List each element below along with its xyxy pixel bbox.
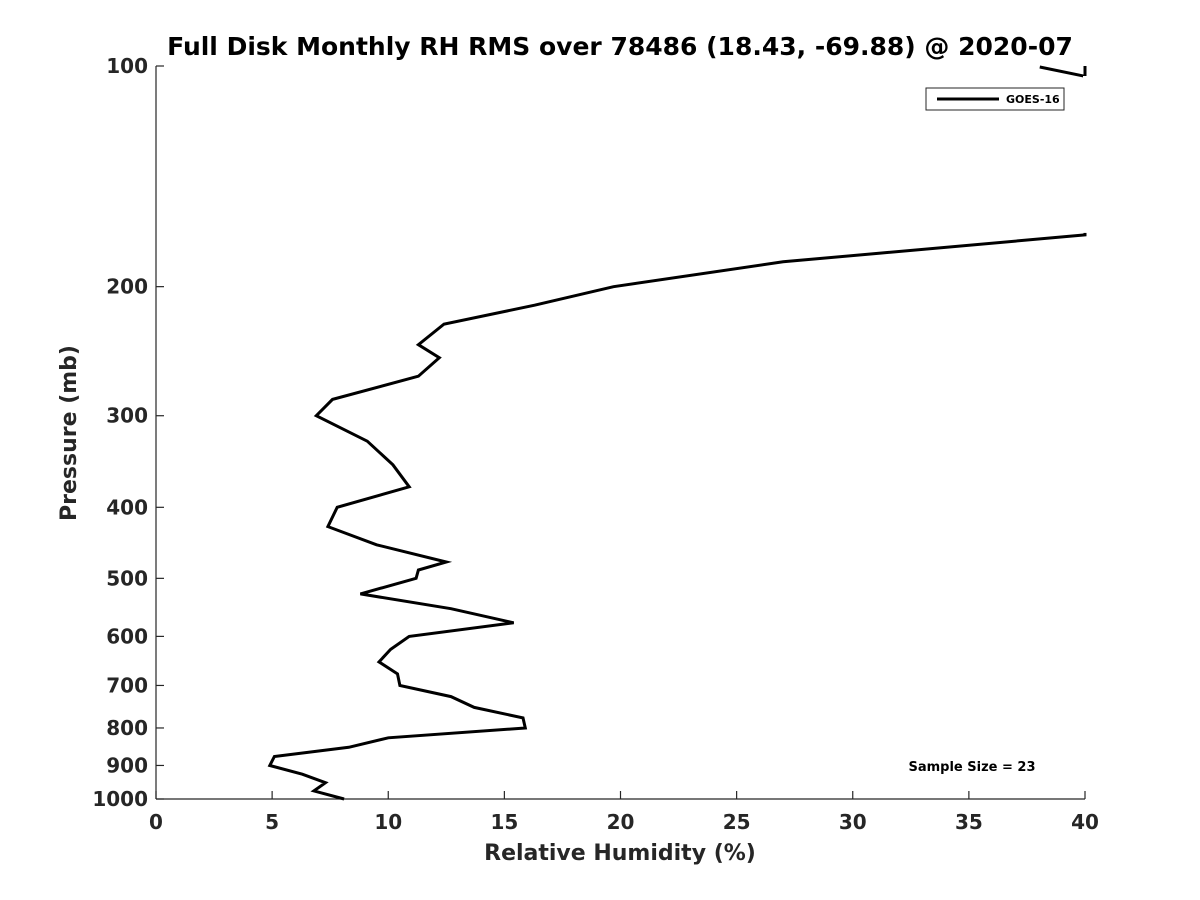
x-tick-label: 0 [149,810,163,834]
y-tick-label: 500 [106,566,148,590]
y-tick-label: 200 [106,275,148,299]
y-tick-label: 1000 [92,787,148,811]
y-tick-label: 300 [106,404,148,428]
y-tick-label: 800 [106,716,148,740]
y-tick-label: 900 [106,753,148,777]
x-tick-label: 5 [265,810,279,834]
y-tick-label: 400 [106,495,148,519]
x-tick-label: 35 [955,810,983,834]
x-tick-label: 25 [723,810,751,834]
series-offscale-segment [1039,65,1086,78]
x-axis-label: Relative Humidity (%) [484,841,756,866]
series-line-goes-16 [267,66,1087,801]
x-ticks: 0 5 10 15 20 25 30 35 40 [149,791,1099,834]
x-tick-label: 10 [374,810,402,834]
sample-size-annotation: Sample Size = 23 [908,760,1035,775]
y-tick-label: 700 [106,673,148,697]
x-tick-label: 30 [839,810,867,834]
y-tick-label: 600 [106,624,148,648]
legend: GOES-16 [925,87,1065,111]
x-tick-label: 15 [490,810,518,834]
offscale-mask [1083,76,1089,233]
x-tick-label: 20 [607,810,635,834]
chart-title: Full Disk Monthly RH RMS over 78486 (18.… [167,32,1073,61]
plot-frame [155,66,1085,800]
y-tick-label: 100 [106,54,148,78]
x-tick-label: 40 [1071,810,1099,834]
y-ticks: 100 200 300 400 500 600 700 800 900 1000 [92,54,164,811]
series-layer [267,65,1089,801]
y-axis-label: Pressure (mb) [57,345,82,521]
legend-label-goes-16: GOES-16 [1006,93,1060,106]
